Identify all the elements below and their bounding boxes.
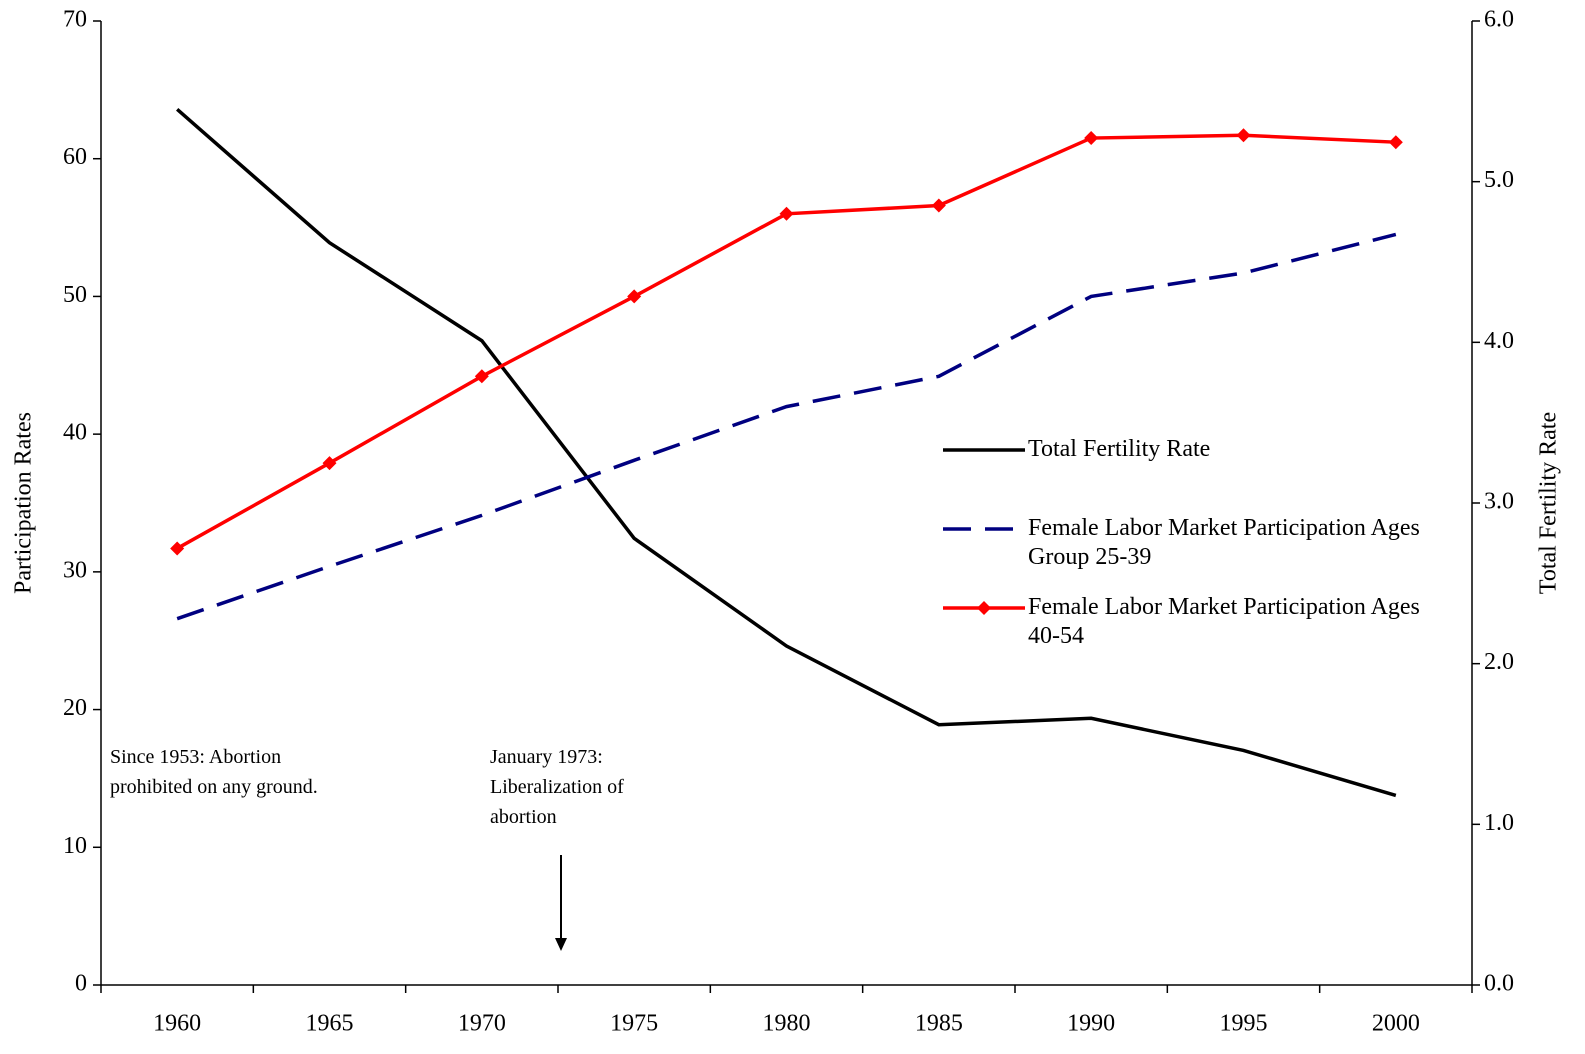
y2-tick-label: 1.0 (1484, 810, 1514, 836)
y2-axis-label: Total Fertility Rate (1536, 412, 1562, 594)
legend-label: Female Labor Market Participation Ages G… (1028, 515, 1420, 570)
x-tick-label: 1995 (1220, 1011, 1268, 1037)
series-line (176, 232, 1397, 621)
point-marker (322, 456, 337, 471)
x-tick-label: 1970 (458, 1011, 506, 1037)
x-tick-label: 1985 (915, 1011, 963, 1037)
point-marker (1084, 131, 1099, 146)
x-tick-label: 1990 (1067, 1011, 1115, 1037)
x-tick-label: 1965 (306, 1011, 354, 1037)
series-line (176, 108, 1397, 798)
legend-label: Female Labor Market Participation Ages 4… (1028, 594, 1420, 649)
point-marker (779, 206, 794, 221)
series-line (176, 133, 1396, 550)
y2-tick-label: 6.0 (1484, 7, 1514, 33)
legend-label: Total Fertility Rate (1028, 436, 1211, 462)
point-marker (170, 541, 185, 556)
x-tick-label: 1975 (610, 1011, 658, 1037)
y-tick-label: 10 (63, 833, 87, 859)
y2-tick-label: 5.0 (1484, 167, 1514, 193)
y-tick-label: 70 (63, 7, 87, 33)
legend-marker (977, 601, 991, 615)
y-tick-label: 60 (63, 144, 87, 170)
point-marker (931, 198, 946, 213)
y-tick-label: 30 (63, 557, 87, 583)
y2-tick-label: 4.0 (1484, 328, 1514, 354)
annotation: January 1973: Liberalization of abortion (490, 746, 624, 828)
y-axis-label: Participation Rates (11, 412, 37, 594)
y2-tick-label: 3.0 (1484, 489, 1514, 515)
point-marker (1388, 135, 1403, 150)
y-tick-label: 50 (63, 282, 87, 308)
annotation: Since 1953: Abortion prohibited on any g… (110, 746, 318, 798)
x-tick-label: 2000 (1372, 1011, 1420, 1037)
y-tick-label: 40 (63, 420, 87, 446)
annotation-arrowhead (555, 938, 567, 951)
y-tick-label: 0 (75, 971, 87, 997)
x-tick-label: 1960 (153, 1011, 201, 1037)
point-marker (474, 369, 489, 384)
y-tick-label: 20 (63, 695, 87, 721)
x-tick-label: 1980 (763, 1011, 811, 1037)
point-marker (1236, 128, 1251, 143)
y2-tick-label: 2.0 (1484, 649, 1514, 675)
point-marker (627, 289, 642, 304)
y2-tick-label: 0.0 (1484, 971, 1514, 997)
